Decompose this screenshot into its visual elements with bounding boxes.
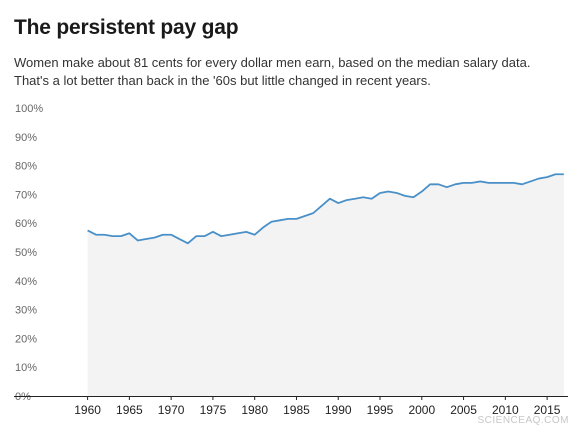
data-point bbox=[554, 173, 556, 175]
data-point bbox=[446, 186, 448, 188]
data-point bbox=[228, 234, 230, 236]
subtitle-line-1: Women make about 81 cents for every doll… bbox=[14, 55, 531, 70]
data-point bbox=[128, 232, 130, 234]
data-point bbox=[529, 180, 531, 182]
x-tick-label: 1965 bbox=[116, 403, 143, 417]
chart-title: The persistent pay gap bbox=[14, 16, 239, 39]
data-point bbox=[170, 234, 172, 236]
x-tick-label: 1990 bbox=[325, 403, 352, 417]
data-point bbox=[220, 235, 222, 237]
data-point bbox=[320, 205, 322, 207]
data-point bbox=[412, 196, 414, 198]
x-tick-label: 1960 bbox=[74, 403, 101, 417]
data-point bbox=[203, 235, 205, 237]
data-point bbox=[487, 182, 489, 184]
y-tick-label: 100% bbox=[15, 103, 43, 115]
watermark: SCIENCEAQ.COM bbox=[477, 415, 569, 426]
chart-subtitle: Women make about 81 cents for every doll… bbox=[14, 54, 574, 90]
x-tick-label: 1970 bbox=[158, 403, 185, 417]
data-point bbox=[387, 190, 389, 192]
data-point bbox=[270, 221, 272, 223]
y-tick-label: 10% bbox=[15, 362, 37, 374]
y-tick-label: 70% bbox=[15, 189, 37, 201]
y-tick-label: 20% bbox=[15, 333, 37, 345]
data-point bbox=[262, 226, 264, 228]
data-point bbox=[362, 196, 364, 198]
data-point bbox=[86, 229, 88, 231]
data-point bbox=[103, 234, 105, 236]
data-point bbox=[354, 198, 356, 200]
data-point bbox=[120, 235, 122, 237]
data-point bbox=[304, 215, 306, 217]
data-point bbox=[471, 182, 473, 184]
data-point bbox=[454, 183, 456, 185]
data-point bbox=[111, 235, 113, 237]
data-point bbox=[396, 192, 398, 194]
data-point bbox=[287, 218, 289, 220]
data-point bbox=[187, 242, 189, 244]
data-point bbox=[312, 212, 314, 214]
data-point bbox=[404, 195, 406, 197]
y-tick-label: 30% bbox=[15, 305, 37, 317]
data-point bbox=[237, 232, 239, 234]
y-tick-label: 50% bbox=[15, 247, 37, 259]
data-point bbox=[162, 234, 164, 236]
data-point bbox=[253, 234, 255, 236]
data-point bbox=[546, 176, 548, 178]
data-point bbox=[153, 236, 155, 238]
x-tick-label: 2005 bbox=[450, 403, 477, 417]
data-point bbox=[504, 182, 506, 184]
data-point bbox=[345, 199, 347, 201]
data-point bbox=[212, 231, 214, 233]
subtitle-line-2: That's a lot better than back in the '60… bbox=[14, 73, 431, 88]
y-tick-label: 80% bbox=[15, 161, 37, 173]
data-point bbox=[563, 173, 565, 175]
data-point bbox=[479, 180, 481, 182]
data-point bbox=[337, 202, 339, 204]
data-point bbox=[178, 238, 180, 240]
x-tick-label: 2015 bbox=[534, 403, 561, 417]
x-tick-label: 1985 bbox=[283, 403, 310, 417]
data-point bbox=[421, 190, 423, 192]
data-point bbox=[279, 219, 281, 221]
y-tick-label: 40% bbox=[15, 276, 37, 288]
area-fill bbox=[87, 174, 564, 396]
data-point bbox=[462, 182, 464, 184]
data-point bbox=[538, 177, 540, 179]
x-tick-label: 2010 bbox=[492, 403, 519, 417]
series-line bbox=[87, 173, 564, 245]
data-point bbox=[295, 218, 297, 220]
data-point bbox=[95, 234, 97, 236]
data-point bbox=[137, 239, 139, 241]
y-tick-label: 60% bbox=[15, 218, 37, 230]
data-point bbox=[145, 238, 147, 240]
data-point bbox=[496, 182, 498, 184]
data-point bbox=[437, 183, 439, 185]
data-point bbox=[370, 198, 372, 200]
y-tick-label: 90% bbox=[15, 132, 37, 144]
x-tick-label: 1995 bbox=[367, 403, 394, 417]
data-point bbox=[195, 235, 197, 237]
data-point bbox=[245, 231, 247, 233]
data-point bbox=[429, 183, 431, 185]
x-tick-label: 2000 bbox=[408, 403, 435, 417]
x-tick-label: 1980 bbox=[241, 403, 268, 417]
data-point bbox=[512, 182, 514, 184]
x-tick-label: 1975 bbox=[200, 403, 227, 417]
data-point bbox=[379, 192, 381, 194]
data-point bbox=[521, 183, 523, 185]
data-point bbox=[329, 198, 331, 200]
